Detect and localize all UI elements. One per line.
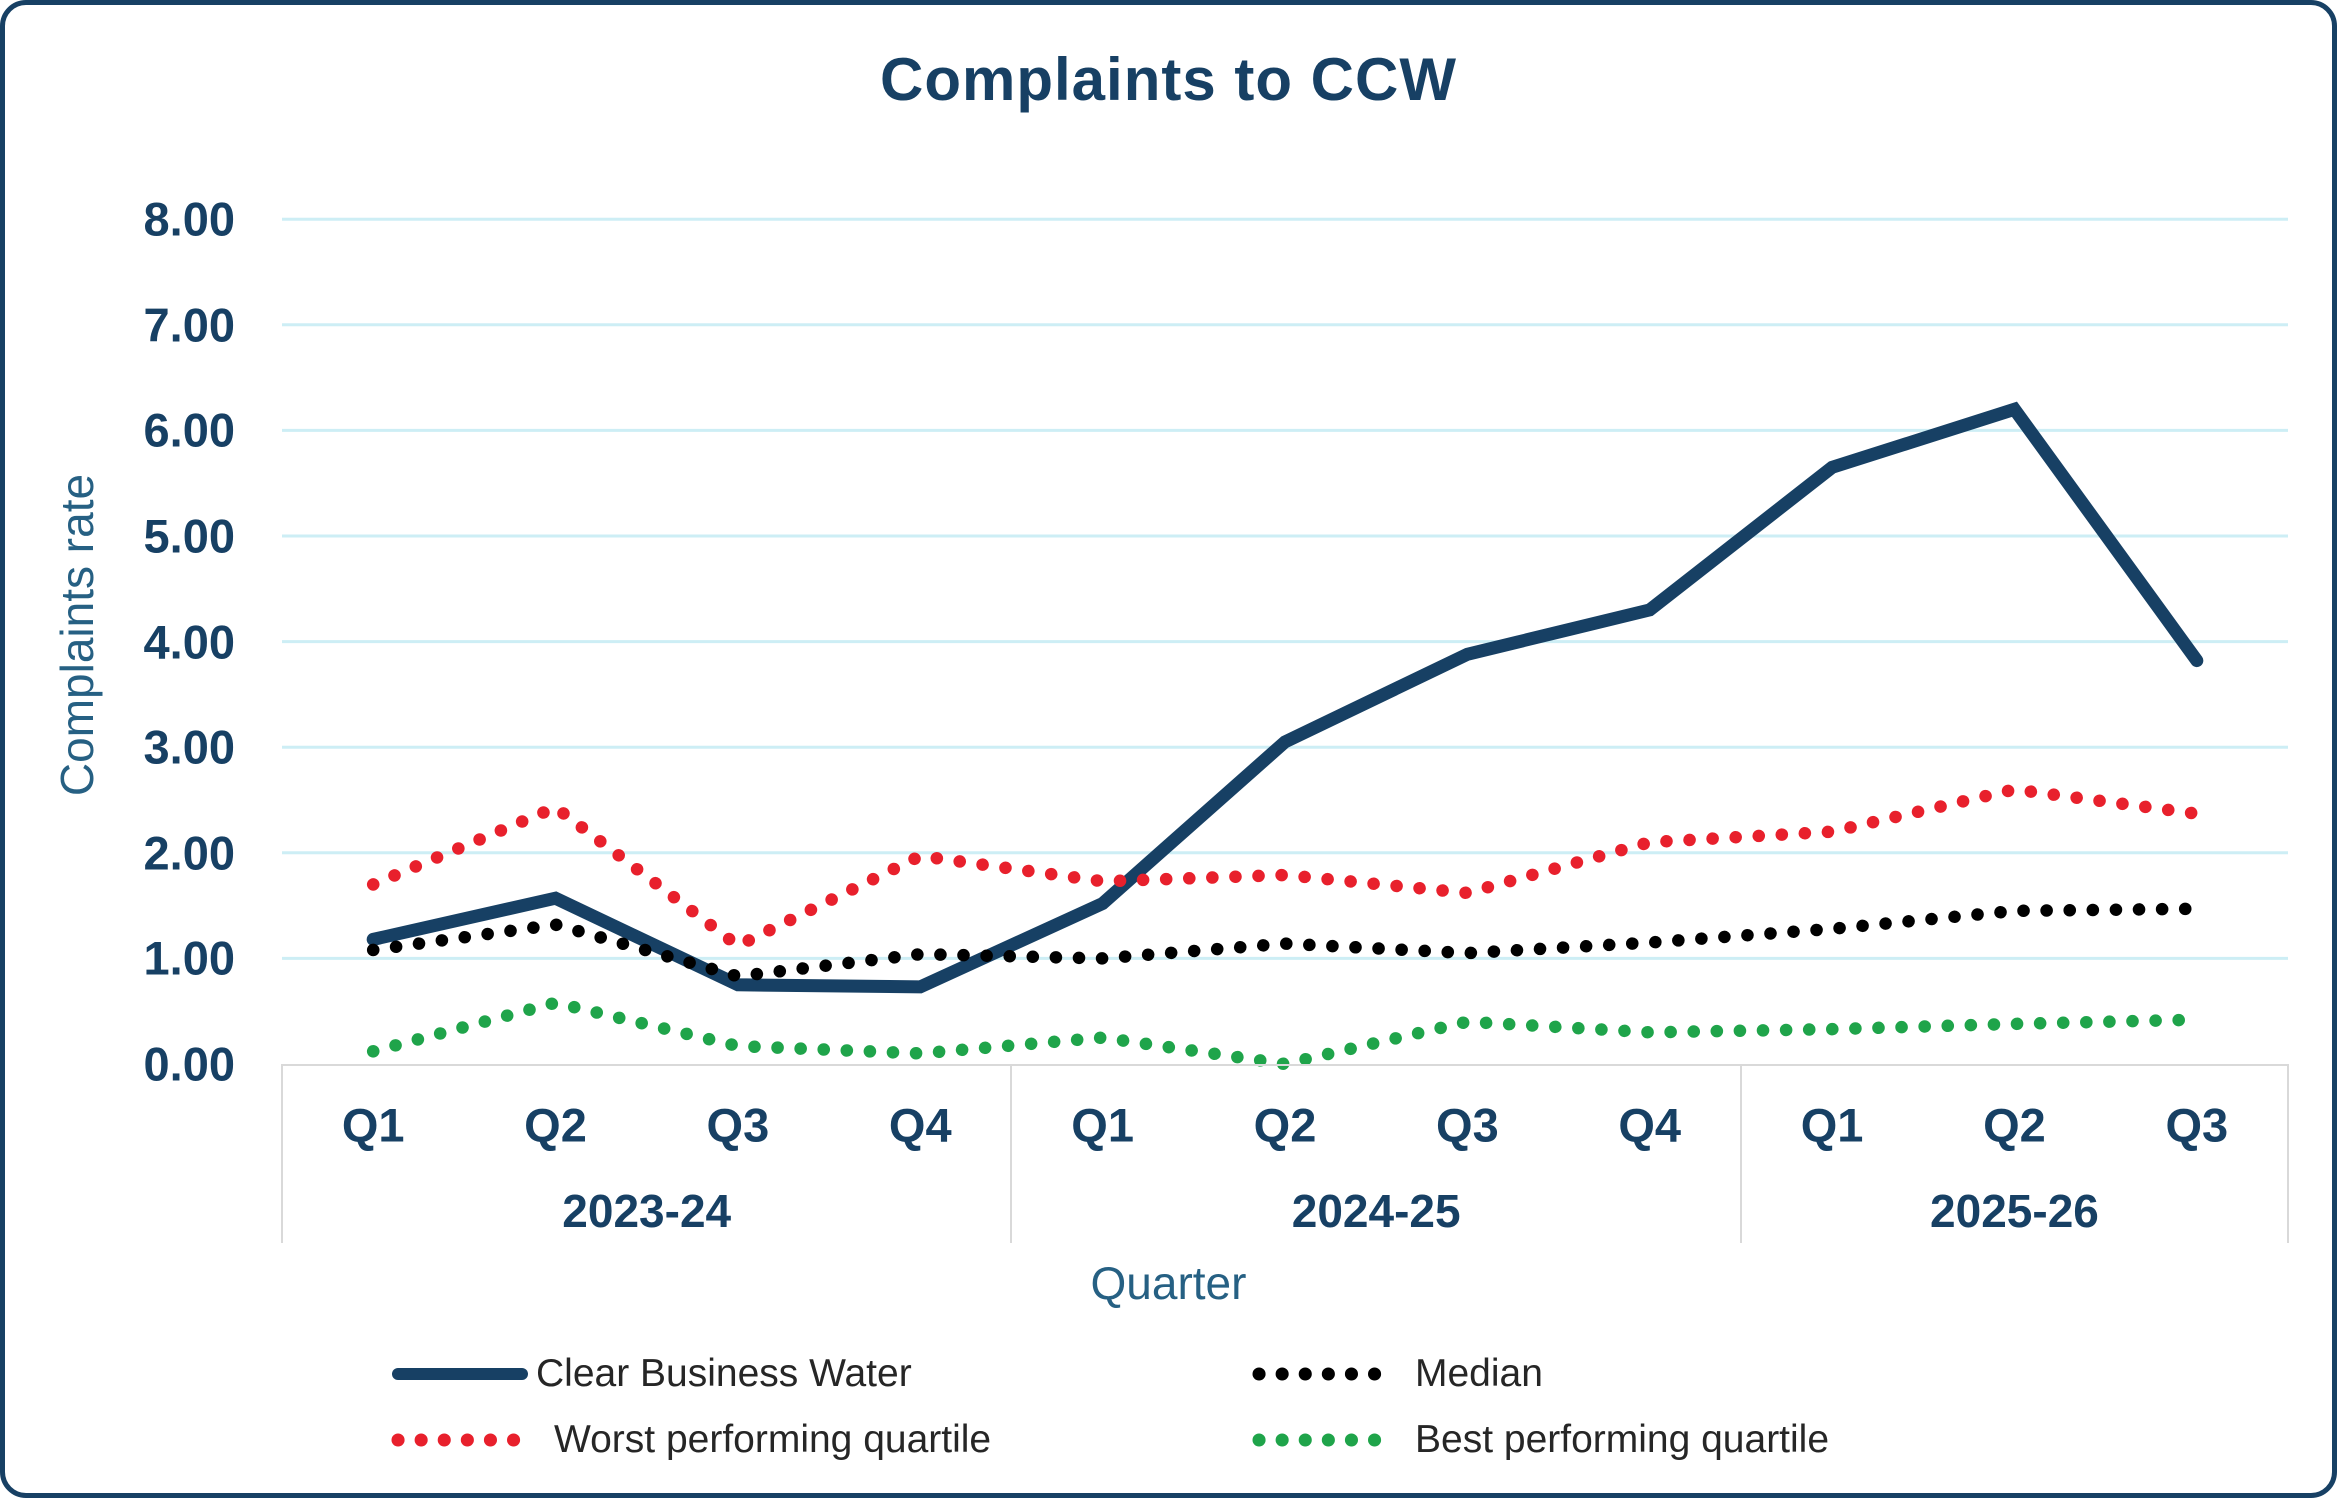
legend-label: Worst performing quartile (554, 1418, 992, 1461)
x-tick-label-quarter: Q3 (1436, 1098, 1499, 1152)
chart-legend: Clear Business Water Median Worst perfor… (390, 1341, 1829, 1473)
legend-label: Clear Business Water (536, 1352, 912, 1395)
chart-title: Complaints to CCW (880, 46, 1457, 113)
x-axis-title: Quarter (1090, 1257, 1247, 1309)
y-tick-label: 4.00 (143, 615, 235, 669)
axis-strip-border (282, 1064, 2288, 1066)
x-tick-label-quarter: Q4 (888, 1098, 952, 1152)
y-tick-label: 3.00 (143, 720, 235, 774)
legend-item-best-performing-quartile: Best performing quartile (1251, 1418, 1829, 1462)
series-line-median (366, 902, 2204, 983)
x-group-label-year: 2025-26 (1930, 1185, 2099, 1237)
legend-label: Best performing quartile (1415, 1418, 1830, 1461)
x-tick-label-quarter: Q2 (524, 1098, 587, 1152)
x-tick-label-quarter: Q2 (1983, 1098, 2046, 1152)
dotted-line-swatch-icon (1251, 1366, 1391, 1382)
legend-item-median: Median (1251, 1352, 1829, 1396)
y-tick-label: 0.00 (143, 1037, 235, 1091)
x-group-label-year: 2023-24 (562, 1185, 732, 1237)
x-tick-label-quarter: Q1 (1800, 1098, 1864, 1152)
y-tick-label: 7.00 (143, 298, 235, 352)
series-line-worst-performing-quartile (366, 783, 2204, 954)
y-tick-label: 2.00 (143, 826, 235, 880)
x-tick-label-quarter: Q1 (341, 1098, 405, 1152)
axis-strip-border (2287, 1064, 2289, 1243)
solid-line-swatch-icon (390, 1366, 530, 1382)
axis-strip-border (281, 1064, 283, 1243)
axis-strip-border (1739, 1064, 1742, 1243)
x-group-label-year: 2024-25 (1291, 1185, 1461, 1237)
legend-label: Median (1415, 1352, 1543, 1395)
x-tick-label-quarter: Q1 (1071, 1098, 1134, 1152)
x-tick-label-quarter: Q3 (706, 1098, 770, 1152)
y-tick-label: 1.00 (143, 931, 235, 985)
series-line-best-performing-quartile (366, 996, 2204, 1071)
y-tick-label: 8.00 (143, 192, 235, 246)
legend-item-clear-business-water: Clear Business Water (390, 1352, 1251, 1396)
legend-item-worst-performing-quartile: Worst performing quartile (390, 1418, 1251, 1462)
dotted-line-swatch-icon (390, 1432, 530, 1448)
dotted-line-swatch-icon (1251, 1432, 1391, 1448)
y-tick-label: 6.00 (143, 403, 235, 457)
x-tick-label-quarter: Q4 (1618, 1098, 1682, 1152)
x-tick-label-quarter: Q3 (2165, 1098, 2229, 1152)
axis-strip-border (1010, 1064, 1013, 1243)
x-tick-label-quarter: Q2 (1253, 1098, 1317, 1152)
y-tick-label: 5.00 (143, 509, 235, 563)
series-line-clear-business-water (366, 401, 2204, 994)
